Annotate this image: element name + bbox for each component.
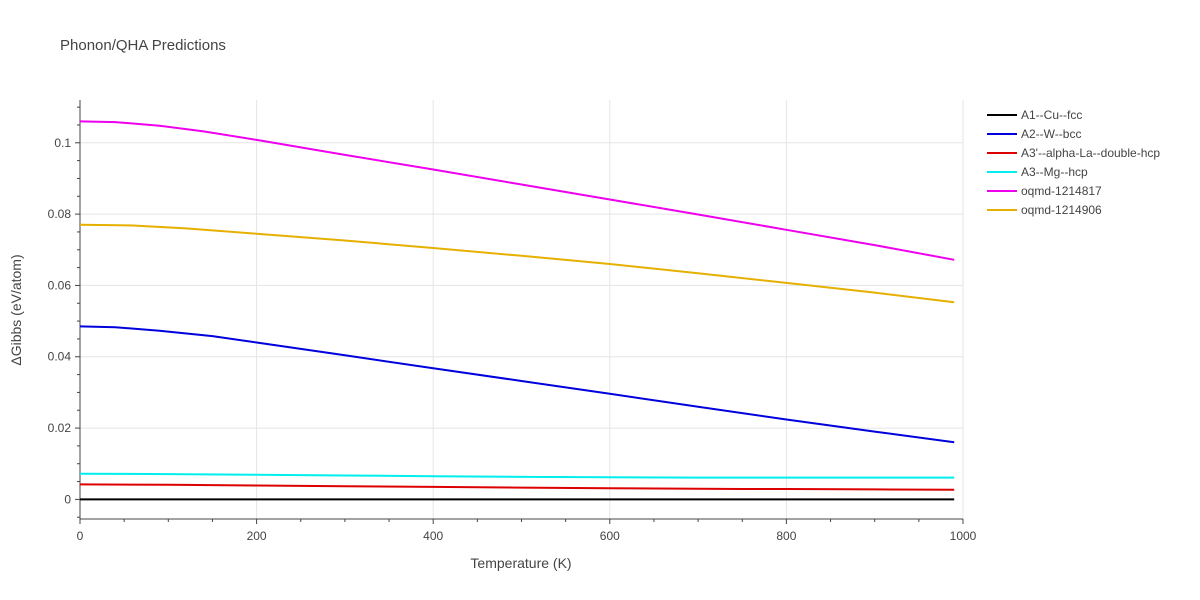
- legend-label: A3--Mg--hcp: [1021, 165, 1088, 179]
- series-line-a3-alpha-la-double-hcp: [79, 483, 955, 491]
- x-tick-label: 400: [423, 529, 443, 543]
- legend-label: A3'--alpha-La--double-hcp: [1021, 146, 1160, 160]
- x-axis-title: Temperature (K): [470, 555, 571, 571]
- x-tick-label: 1000: [950, 529, 977, 543]
- x-tick-label: 600: [600, 529, 620, 543]
- series-lines: [79, 120, 955, 501]
- axes: 0 200 400 600 800 1000 0 0.02 0.04 0.06 0.08 0.1: [48, 100, 977, 543]
- x-tick-label: 800: [776, 529, 796, 543]
- y-tick-label: 0: [64, 492, 71, 506]
- legend-label: oqmd-1214817: [1021, 184, 1102, 198]
- chart-title: Phonon/QHA Predictions: [60, 37, 226, 54]
- y-tick-label: 0.08: [48, 207, 72, 221]
- series-line-a3-mg-hcp: [79, 472, 955, 479]
- legend: A1--Cu--fcc A2--W--bcc A3'--alpha-La--doub…: [987, 108, 1160, 217]
- y-tick-label: 0.06: [48, 278, 72, 292]
- x-tick-label: 200: [247, 529, 267, 543]
- y-tick-label: 0.1: [54, 136, 71, 150]
- x-tick-label: 0: [77, 529, 84, 543]
- y-tick-label: 0.02: [48, 421, 72, 435]
- y-axis-title: ΔGibbs (eV/atom): [8, 254, 24, 365]
- legend-label: oqmd-1214906: [1021, 203, 1102, 217]
- gridlines: [80, 100, 964, 519]
- series-line-a2-w-bcc: [79, 325, 955, 444]
- legend-label: A2--W--bcc: [1021, 127, 1081, 141]
- series-line-oqmd-1214906: [79, 223, 955, 304]
- series-line-oqmd-1214817: [79, 120, 955, 261]
- y-tick-label: 0.04: [48, 350, 72, 364]
- legend-label: A1--Cu--fcc: [1021, 108, 1082, 122]
